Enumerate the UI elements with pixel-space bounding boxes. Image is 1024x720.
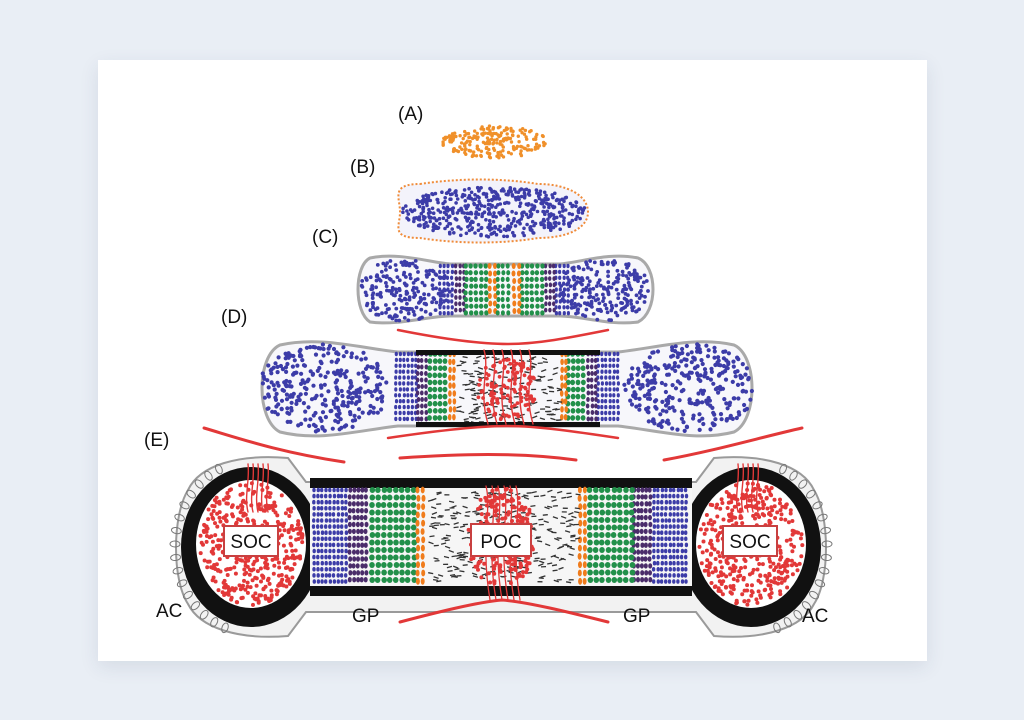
stage-label-b: (B) xyxy=(350,157,375,178)
poc-box xyxy=(470,523,532,557)
poc-label: POC xyxy=(480,532,521,553)
gp-left-label: GP xyxy=(352,606,379,627)
gp-right-label: GP xyxy=(623,606,650,627)
stage-label-c: (C) xyxy=(312,227,338,248)
soc-left-label: SOC xyxy=(230,532,271,553)
figure-card: (A) (B) (C) (D) (E) xyxy=(98,60,927,661)
soc-right-box xyxy=(722,525,778,557)
stage-label-e: (E) xyxy=(144,430,169,451)
stage-label-d: (D) xyxy=(221,307,247,328)
bone-development-diagram: (A) (B) (C) (D) (E) xyxy=(144,104,833,638)
soc-left-box xyxy=(223,525,279,557)
stage-d-primary-ossification xyxy=(260,328,755,440)
stage-c-growth-zones xyxy=(356,254,655,325)
stage-label-a: (A) xyxy=(398,104,423,125)
ac-left-label: AC xyxy=(156,601,182,622)
ac-right-label: AC xyxy=(802,606,828,627)
stage-b-cartilage-anlage xyxy=(397,178,590,244)
soc-right-label: SOC xyxy=(729,532,770,553)
stage-a-mesenchymal-condensation xyxy=(441,124,547,160)
